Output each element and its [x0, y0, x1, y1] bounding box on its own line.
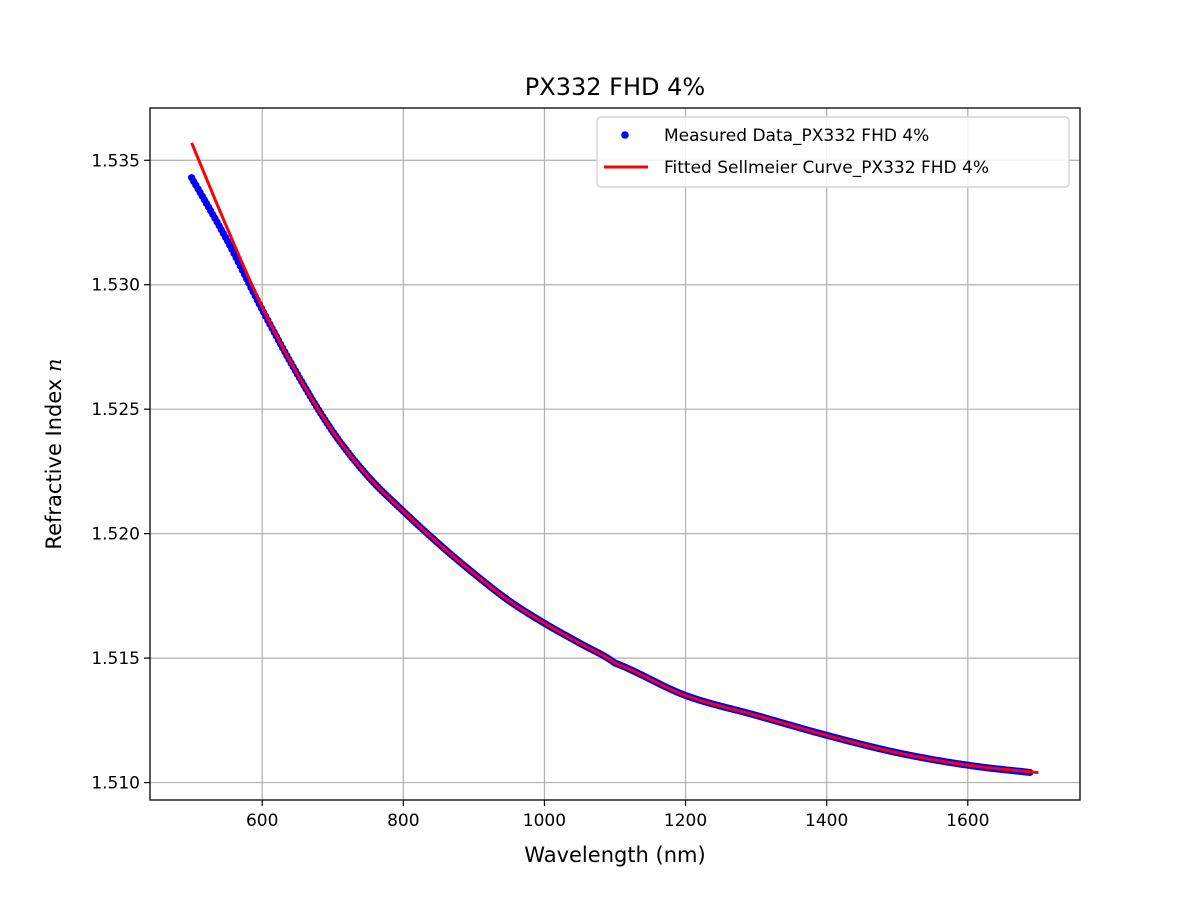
y-axis-label-text: Refractive Index	[42, 372, 66, 550]
y-axis-ticks: 1.510 1.515 1.520 1.525 1.530 1.535	[91, 151, 150, 794]
y-tick-label: 1.525	[91, 400, 140, 420]
y-tick-label: 1.520	[91, 525, 140, 545]
x-tick-label: 1600	[946, 811, 989, 831]
x-tick-label: 1000	[523, 811, 566, 831]
y-tick-label: 1.530	[91, 276, 140, 296]
x-tick-label: 1400	[805, 811, 848, 831]
legend-marker-measured	[621, 131, 629, 139]
x-tick-label: 800	[387, 811, 419, 831]
legend-label-measured: Measured Data_PX332 FHD 4%	[664, 126, 929, 146]
y-axis-label-symbol: n	[42, 358, 66, 372]
legend-label-fitted: Fitted Sellmeier Curve_PX332 FHD 4%	[664, 158, 989, 178]
legend-box	[596, 116, 1070, 188]
y-axis-label: Refractive Index n	[42, 358, 66, 549]
x-axis-ticks: 600 800 1000 1200 1400 1600	[246, 800, 989, 831]
series-layer	[188, 142, 1039, 777]
plot-frame	[149, 107, 1081, 801]
x-tick-label: 600	[246, 811, 278, 831]
chart-title: PX332 FHD 4%	[525, 73, 705, 101]
y-tick-label: 1.535	[91, 151, 140, 171]
y-tick-label: 1.515	[91, 649, 140, 669]
legend: Measured Data_PX332 FHD 4% Fitted Sellme…	[596, 116, 1070, 188]
x-tick-label: 1200	[664, 811, 707, 831]
x-axis-label: Wavelength (nm)	[524, 843, 705, 867]
y-tick-label: 1.510	[91, 774, 140, 794]
plot-area	[150, 108, 1080, 800]
grid-lines	[150, 108, 1080, 800]
series-fitted-line	[190, 142, 1039, 775]
